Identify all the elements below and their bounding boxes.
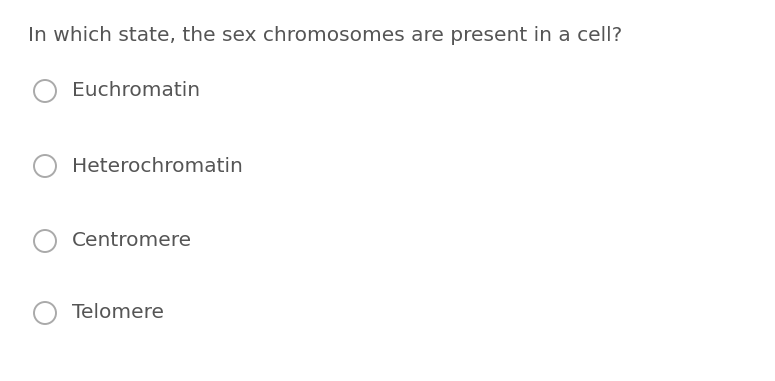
Text: Telomere: Telomere bbox=[72, 304, 164, 322]
Text: Heterochromatin: Heterochromatin bbox=[72, 157, 243, 176]
Text: Euchromatin: Euchromatin bbox=[72, 82, 200, 101]
Text: Centromere: Centromere bbox=[72, 232, 192, 250]
Text: In which state, the sex chromosomes are present in a cell?: In which state, the sex chromosomes are … bbox=[28, 26, 622, 45]
